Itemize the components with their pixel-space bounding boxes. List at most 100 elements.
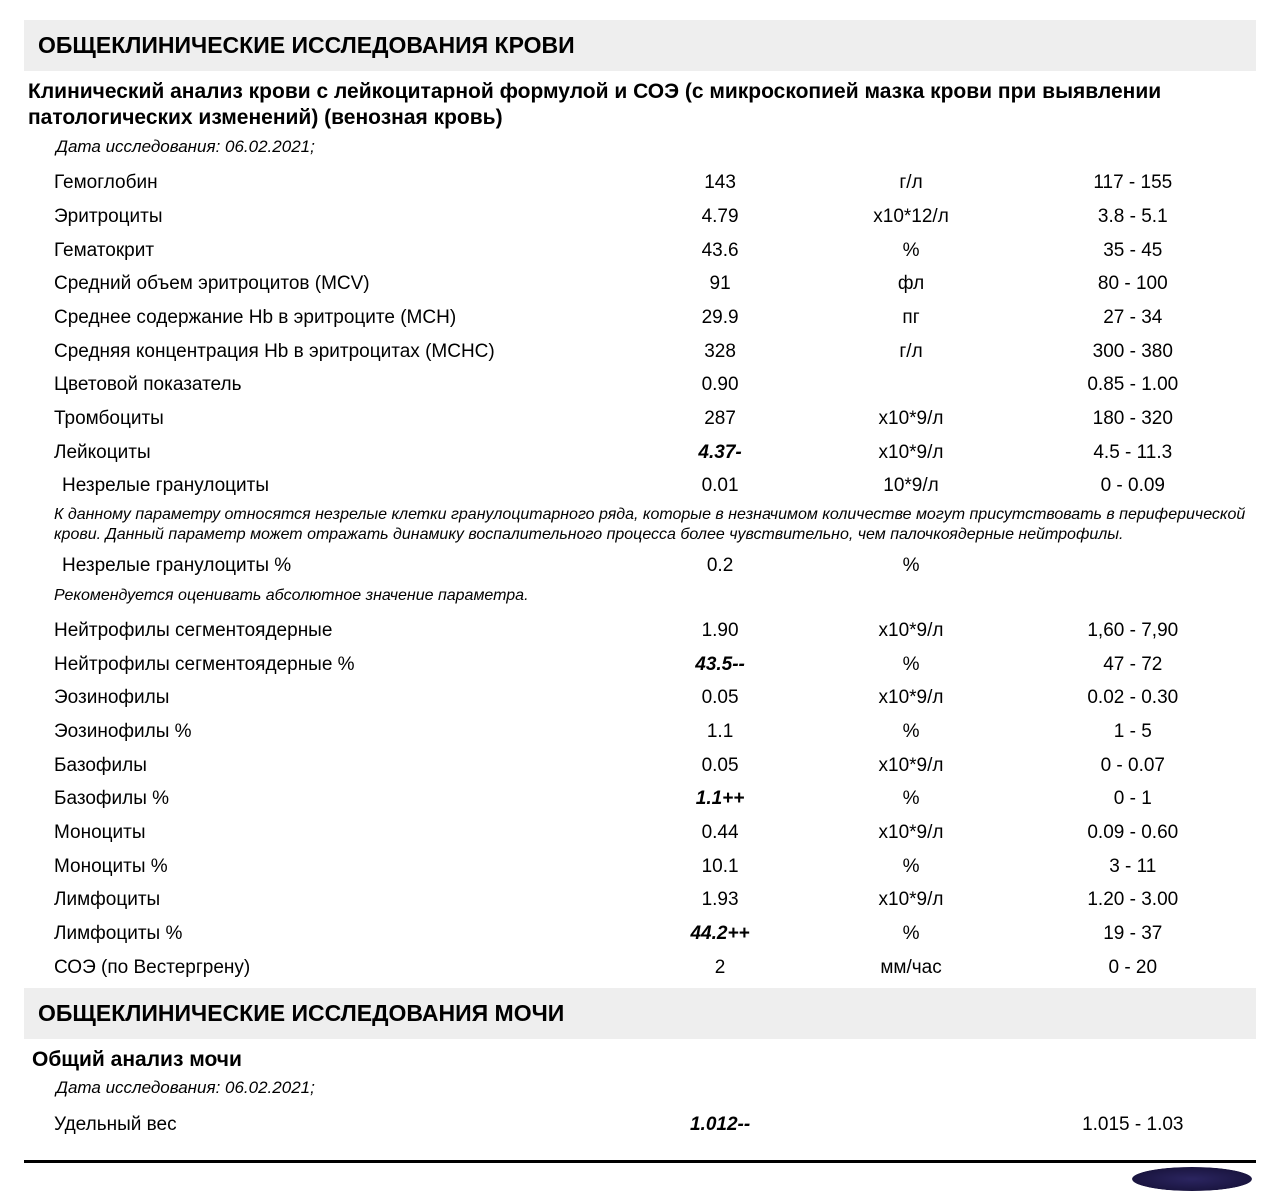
- param-range: 4.5 - 11.3: [1010, 436, 1256, 470]
- param-name: Эозинофилы: [24, 681, 628, 715]
- param-range: 300 - 380: [1010, 335, 1256, 369]
- param-name: Лейкоциты: [24, 436, 628, 470]
- param-range: 0.09 - 0.60: [1010, 816, 1256, 850]
- result-row: Средний объем эритроцитов (MCV)91фл80 - …: [24, 267, 1256, 301]
- result-row: Удельный вес1.012-- 1.015 - 1.03: [24, 1108, 1256, 1142]
- param-unit: %: [812, 917, 1009, 951]
- section-header-blood: ОБЩЕКЛИНИЧЕСКИЕ ИССЛЕДОВАНИЯ КРОВИ: [24, 20, 1256, 71]
- param-name: Лимфоциты: [24, 883, 628, 917]
- result-row: Незрелые гранулоциты0.0110*9/л0 - 0.09: [24, 469, 1256, 503]
- param-name: Средняя концентрация Hb в эритроцитах (M…: [24, 335, 628, 369]
- exam-date-blood: Дата исследования: 06.02.2021;: [24, 134, 1256, 167]
- param-name: Средний объем эритроцитов (MCV): [24, 267, 628, 301]
- result-row: Моноциты0.44x10*9/л0.09 - 0.60: [24, 816, 1256, 850]
- result-row: Незрелые гранулоциты %0.2%: [24, 549, 1256, 583]
- param-value: 328: [628, 335, 813, 369]
- param-value: 44.2++: [628, 917, 813, 951]
- param-name: Незрелые гранулоциты: [24, 469, 628, 503]
- param-range: 19 - 37: [1010, 917, 1256, 951]
- param-unit: x10*9/л: [812, 436, 1009, 470]
- param-value: 43.6: [628, 234, 813, 268]
- result-row: Лейкоциты4.37-x10*9/л4.5 - 11.3: [24, 436, 1256, 470]
- param-name: Тромбоциты: [24, 402, 628, 436]
- param-value: 0.05: [628, 681, 813, 715]
- note-absvalue: Рекомендуется оценивать абсолютное значе…: [24, 583, 1256, 615]
- param-unit: %: [812, 549, 1009, 583]
- param-name: Эритроциты: [24, 200, 628, 234]
- param-range: [1010, 549, 1256, 583]
- param-unit: %: [812, 782, 1009, 816]
- result-row: Базофилы0.05x10*9/л0 - 0.07: [24, 749, 1256, 783]
- param-value: 143: [628, 166, 813, 200]
- param-unit: мм/час: [812, 951, 1009, 985]
- param-range: 180 - 320: [1010, 402, 1256, 436]
- result-row: Гематокрит43.6%35 - 45: [24, 234, 1256, 268]
- param-name: Гематокрит: [24, 234, 628, 268]
- param-name: Гемоглобин: [24, 166, 628, 200]
- param-value: 0.01: [628, 469, 813, 503]
- param-name: Эозинофилы %: [24, 715, 628, 749]
- result-row: СОЭ (по Вестергрену)2мм/час0 - 20: [24, 951, 1256, 985]
- param-range: 47 - 72: [1010, 648, 1256, 682]
- param-name: Нейтрофилы сегментоядерные %: [24, 648, 628, 682]
- param-range: 0 - 0.07: [1010, 749, 1256, 783]
- param-range: 80 - 100: [1010, 267, 1256, 301]
- result-row: Эритроциты4.79x10*12/л3.8 - 5.1: [24, 200, 1256, 234]
- param-value: 0.44: [628, 816, 813, 850]
- param-unit: пг: [812, 301, 1009, 335]
- param-unit: %: [812, 234, 1009, 268]
- param-value: 43.5--: [628, 648, 813, 682]
- param-value: 1.93: [628, 883, 813, 917]
- param-range: 0 - 1: [1010, 782, 1256, 816]
- result-row: Гемоглобин143г/л117 - 155: [24, 166, 1256, 200]
- param-name: Цветовой показатель: [24, 368, 628, 402]
- param-range: 35 - 45: [1010, 234, 1256, 268]
- param-value: 1.90: [628, 614, 813, 648]
- param-range: 27 - 34: [1010, 301, 1256, 335]
- result-row: Лимфоциты %44.2++%19 - 37: [24, 917, 1256, 951]
- result-row: Лимфоциты1.93x10*9/л1.20 - 3.00: [24, 883, 1256, 917]
- results-table-urine: Удельный вес1.012-- 1.015 - 1.03: [24, 1108, 1256, 1142]
- exam-date-urine: Дата исследования: 06.02.2021;: [24, 1075, 1256, 1108]
- param-unit: x10*9/л: [812, 883, 1009, 917]
- page-footer: [24, 1167, 1256, 1191]
- param-name: Базофилы %: [24, 782, 628, 816]
- param-name: Лимфоциты %: [24, 917, 628, 951]
- param-unit: x10*12/л: [812, 200, 1009, 234]
- param-name: СОЭ (по Вестергрену): [24, 951, 628, 985]
- param-value: 2: [628, 951, 813, 985]
- param-name: Моноциты %: [24, 850, 628, 884]
- param-unit: x10*9/л: [812, 402, 1009, 436]
- result-row: Нейтрофилы сегментоядерные %43.5--%47 - …: [24, 648, 1256, 682]
- param-value: 0.2: [628, 549, 813, 583]
- param-value: 4.79: [628, 200, 813, 234]
- result-row: Цветовой показатель0.900.85 - 1.00: [24, 368, 1256, 402]
- param-unit: x10*9/л: [812, 816, 1009, 850]
- param-value: 1.1++: [628, 782, 813, 816]
- param-range: 0 - 20: [1010, 951, 1256, 985]
- param-name: Среднее содержание Hb в эритроците (MCH): [24, 301, 628, 335]
- result-row: Нейтрофилы сегментоядерные1.90x10*9/л1,6…: [24, 614, 1256, 648]
- param-unit: %: [812, 850, 1009, 884]
- result-row: Эозинофилы0.05x10*9/л0.02 - 0.30: [24, 681, 1256, 715]
- param-unit: x10*9/л: [812, 749, 1009, 783]
- param-range: 117 - 155: [1010, 166, 1256, 200]
- section-subtitle-urine: Общий анализ мочи: [24, 1045, 1256, 1075]
- param-unit: фл: [812, 267, 1009, 301]
- param-value: 29.9: [628, 301, 813, 335]
- param-unit: %: [812, 648, 1009, 682]
- param-range: 1.015 - 1.03: [1010, 1108, 1256, 1142]
- param-value: 0.90: [628, 368, 813, 402]
- param-name: Удельный вес: [24, 1108, 628, 1142]
- param-value: 1.012--: [628, 1108, 813, 1142]
- param-unit: x10*9/л: [812, 614, 1009, 648]
- param-value: 1.1: [628, 715, 813, 749]
- param-range: 0 - 0.09: [1010, 469, 1256, 503]
- result-row: Средняя концентрация Hb в эритроцитах (M…: [24, 335, 1256, 369]
- param-unit: г/л: [812, 335, 1009, 369]
- param-value: 91: [628, 267, 813, 301]
- param-unit: г/л: [812, 166, 1009, 200]
- param-value: 10.1: [628, 850, 813, 884]
- results-table-blood-1: Гемоглобин143г/л117 - 155Эритроциты4.79x…: [24, 166, 1256, 502]
- param-range: 3.8 - 5.1: [1010, 200, 1256, 234]
